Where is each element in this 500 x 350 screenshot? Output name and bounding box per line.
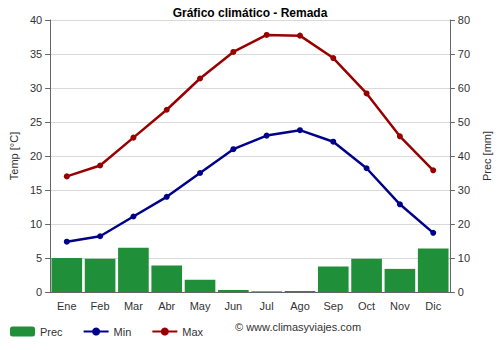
svg-text:Jun: Jun [224, 300, 242, 312]
svg-text:Temp [°C]: Temp [°C] [8, 132, 20, 180]
svg-text:10: 10 [458, 252, 470, 264]
svg-text:Prec [mm]: Prec [mm] [481, 131, 493, 181]
svg-text:Sep: Sep [323, 300, 343, 312]
svg-text:5: 5 [36, 252, 42, 264]
svg-text:Nov: Nov [390, 300, 410, 312]
svg-text:© www.climasyviajes.com: © www.climasyviajes.com [235, 321, 361, 333]
svg-text:50: 50 [458, 116, 470, 128]
svg-text:70: 70 [458, 48, 470, 60]
svg-text:0: 0 [36, 286, 42, 298]
svg-text:Oct: Oct [358, 300, 375, 312]
svg-text:20: 20 [30, 150, 42, 162]
svg-text:Mar: Mar [124, 300, 143, 312]
svg-text:Min: Min [114, 326, 132, 338]
svg-text:0: 0 [458, 286, 464, 298]
svg-text:Max: Max [182, 326, 203, 338]
svg-text:Dic: Dic [425, 300, 441, 312]
svg-text:80: 80 [458, 14, 470, 26]
svg-text:30: 30 [30, 82, 42, 94]
svg-text:20: 20 [458, 218, 470, 230]
svg-text:Gráfico climático - Remada: Gráfico climático - Remada [173, 6, 328, 20]
svg-text:Ene: Ene [57, 300, 77, 312]
svg-text:Feb: Feb [91, 300, 110, 312]
svg-text:Ago: Ago [290, 300, 310, 312]
svg-text:35: 35 [30, 48, 42, 60]
svg-text:May: May [190, 300, 211, 312]
svg-text:40: 40 [30, 14, 42, 26]
svg-text:Prec: Prec [40, 326, 63, 338]
svg-text:40: 40 [458, 150, 470, 162]
svg-text:25: 25 [30, 116, 42, 128]
svg-text:Jul: Jul [260, 300, 274, 312]
svg-text:60: 60 [458, 82, 470, 94]
svg-text:30: 30 [458, 184, 470, 196]
svg-text:10: 10 [30, 218, 42, 230]
svg-text:Abr: Abr [158, 300, 175, 312]
svg-text:15: 15 [30, 184, 42, 196]
